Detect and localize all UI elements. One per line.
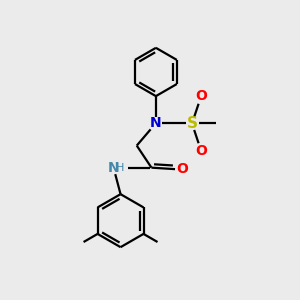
Text: O: O	[176, 162, 188, 176]
Text: O: O	[195, 144, 207, 158]
Text: S: S	[187, 116, 198, 131]
Text: O: O	[195, 89, 207, 103]
Text: N: N	[150, 116, 162, 130]
Text: N: N	[107, 161, 119, 175]
Text: H: H	[116, 163, 125, 173]
